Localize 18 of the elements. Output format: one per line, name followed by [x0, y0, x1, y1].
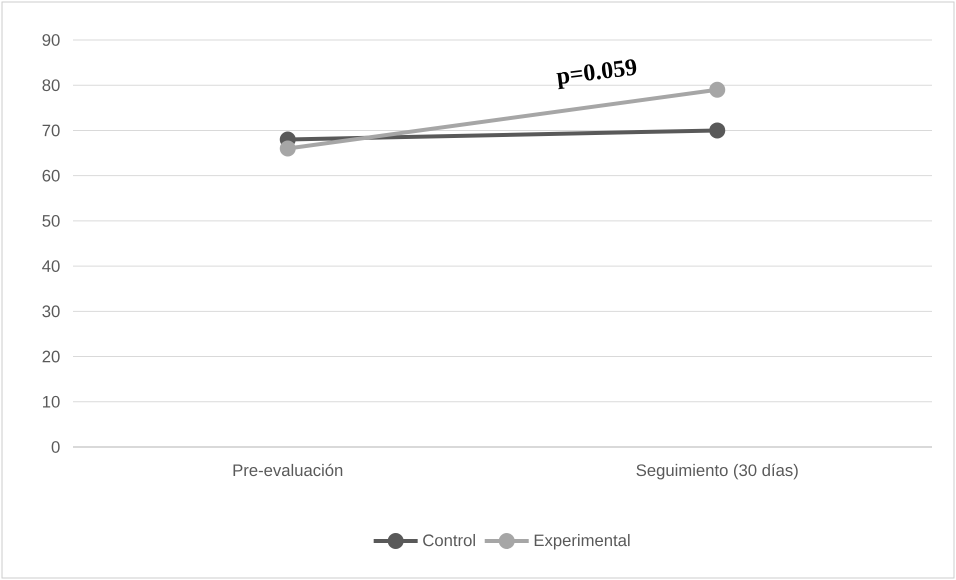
point	[280, 140, 296, 157]
x-tick-label: Seguimiento (30 días)	[636, 464, 798, 480]
y-tick-label: 80	[42, 79, 60, 92]
y-tick-label: 0	[52, 441, 60, 453]
legend-label: Control	[423, 534, 475, 546]
y-tick-label: 20	[42, 350, 60, 362]
y-tick-label: 50	[42, 214, 60, 227]
legend-label: Experimental	[534, 534, 630, 550]
y-tick-label: 60	[42, 170, 60, 182]
y-tick-label: 40	[42, 260, 60, 272]
point	[709, 82, 726, 98]
y-tick-label: 90	[42, 34, 60, 46]
y-tick-label: 30	[42, 305, 60, 318]
annotation: p=0.059	[556, 59, 636, 90]
y-tick-label: 10	[43, 396, 60, 408]
y-tick-label: 70	[42, 124, 60, 136]
point	[709, 122, 726, 138]
x-tick-label: Pre-evaluación	[234, 464, 342, 476]
